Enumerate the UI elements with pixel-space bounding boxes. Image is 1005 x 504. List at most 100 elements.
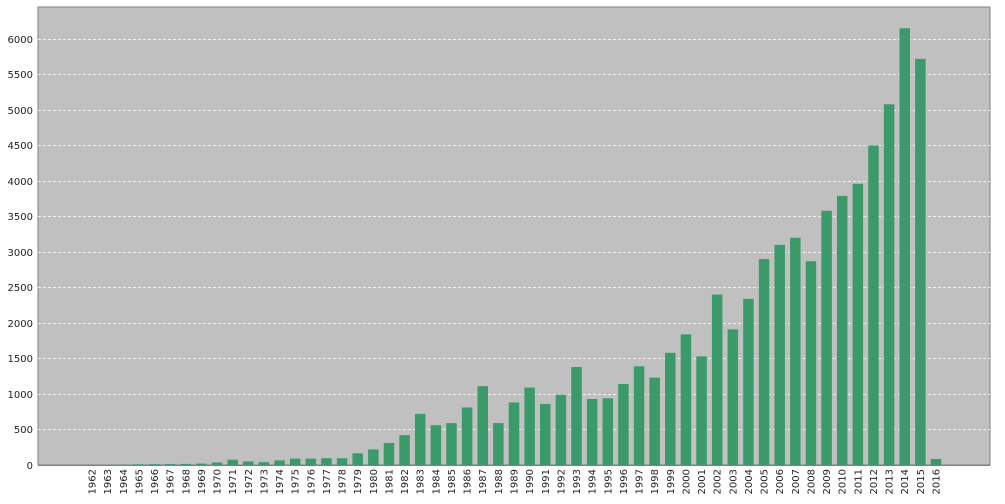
- x-tick-label: 1966: [150, 469, 161, 494]
- x-tick-label: 1995: [603, 469, 614, 494]
- bar: [274, 460, 285, 465]
- x-tick-label: 2008: [806, 469, 817, 494]
- x-tick-label: 1981: [384, 469, 395, 494]
- x-tick-label: 1964: [119, 469, 130, 494]
- x-tick-label: 2011: [853, 469, 864, 494]
- x-tick-label: 1962: [88, 469, 99, 494]
- x-tick-label: 2000: [681, 469, 692, 494]
- x-tick-label: 2012: [869, 469, 880, 494]
- x-tick-label: 2007: [791, 469, 802, 494]
- bar: [259, 462, 270, 465]
- bar: [931, 459, 942, 465]
- bar: [368, 449, 379, 465]
- bar: [384, 443, 395, 465]
- y-tick-label: 2000: [8, 319, 33, 330]
- x-tick-label: 2005: [760, 469, 771, 494]
- bar: [649, 378, 660, 465]
- bar: [149, 464, 160, 465]
- bar: [509, 403, 520, 465]
- bar: [462, 407, 473, 465]
- bar: [774, 245, 785, 465]
- x-tick-label: 1971: [228, 469, 239, 494]
- x-tick-label: 2004: [744, 469, 755, 494]
- bar: [603, 398, 614, 465]
- x-tick-label: 1972: [244, 469, 255, 494]
- bar: [212, 463, 223, 465]
- x-tick-label: 1963: [103, 469, 114, 494]
- bar: [227, 460, 238, 465]
- x-tick-label: 1985: [447, 469, 458, 494]
- bar: [915, 59, 926, 465]
- y-tick-label: 0: [27, 461, 33, 472]
- y-tick-label: 1500: [8, 354, 33, 365]
- x-tick-label: 1982: [400, 469, 411, 494]
- x-tick-label: 1992: [556, 469, 567, 494]
- x-tick-label: 1999: [666, 469, 677, 494]
- y-tick-label: 500: [14, 425, 33, 436]
- x-tick-label: 2014: [900, 469, 911, 494]
- x-tick-label: 2001: [697, 469, 708, 494]
- bar: [790, 238, 801, 465]
- y-tick-label: 6000: [8, 35, 33, 46]
- x-tick-label: 2015: [916, 469, 927, 494]
- x-tick-label: 1975: [291, 469, 302, 494]
- y-tick-label: 4500: [8, 141, 33, 152]
- x-tick-label: 2010: [838, 469, 849, 494]
- x-tick-label: 1973: [259, 469, 270, 494]
- y-tick-label: 3500: [8, 212, 33, 223]
- bar: [556, 395, 567, 465]
- x-tick-label: 1990: [525, 469, 536, 494]
- y-tick-label: 1000: [8, 390, 33, 401]
- x-tick-label: 1969: [197, 469, 208, 494]
- bar: [821, 211, 832, 465]
- x-tick-label: 1977: [322, 469, 333, 494]
- bar: [618, 384, 629, 465]
- x-tick-label: 1987: [478, 469, 489, 494]
- x-tick-label: 1994: [588, 469, 599, 494]
- x-tick-label: 1991: [541, 469, 552, 494]
- x-tick-label: 1986: [463, 469, 474, 494]
- bar: [540, 404, 551, 465]
- bar: [415, 414, 426, 465]
- x-tick-label: 2006: [775, 469, 786, 494]
- bar: [181, 464, 192, 465]
- x-tick-label: 1976: [306, 469, 317, 494]
- x-tick-label: 1967: [166, 469, 177, 494]
- bar: [587, 399, 598, 465]
- x-tick-label: 1965: [134, 469, 145, 494]
- x-tick-label: 1968: [181, 469, 192, 494]
- bar: [712, 295, 723, 465]
- x-tick-label: 1980: [369, 469, 380, 494]
- x-tick-label: 2013: [885, 469, 896, 494]
- bar: [337, 458, 348, 465]
- bar: [321, 458, 332, 465]
- x-tick-label: 1998: [650, 469, 661, 494]
- x-tick-label: 1989: [510, 469, 521, 494]
- bar: [134, 464, 145, 465]
- y-tick-label: 4000: [8, 177, 33, 188]
- bar: [196, 464, 207, 465]
- x-tick-label: 1993: [572, 469, 583, 494]
- y-axis: 0500100015002000250030003500400045005000…: [8, 35, 33, 472]
- bar: [696, 356, 707, 465]
- bar: [243, 461, 254, 465]
- bar: [493, 423, 504, 465]
- x-tick-label: 1979: [353, 469, 364, 494]
- bar: [899, 28, 910, 465]
- x-tick-label: 1996: [619, 469, 630, 494]
- bar: [884, 104, 895, 465]
- bar: [571, 367, 582, 465]
- bar: [868, 145, 879, 465]
- bar: [306, 459, 317, 465]
- y-tick-label: 5000: [8, 106, 33, 117]
- bar: [759, 259, 770, 465]
- bar: [853, 184, 864, 465]
- x-tick-label: 1983: [416, 469, 427, 494]
- bar: [352, 453, 363, 465]
- bar: [665, 353, 676, 465]
- bar: [681, 334, 692, 465]
- x-tick-label: 1988: [494, 469, 505, 494]
